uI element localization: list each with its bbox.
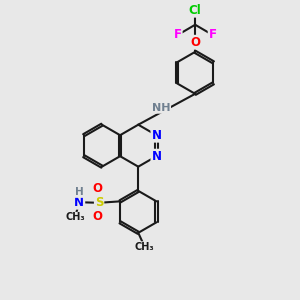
Text: O: O [190,36,200,49]
Text: N: N [152,129,161,142]
Text: O: O [93,182,103,195]
Text: CH₃: CH₃ [135,242,154,252]
Text: Cl: Cl [189,4,202,17]
Text: NH: NH [152,103,170,113]
Text: F: F [174,28,182,41]
Text: O: O [93,210,103,223]
Text: S: S [95,196,103,209]
Text: N: N [74,196,84,209]
Text: N: N [152,150,161,163]
Text: H: H [75,187,84,197]
Text: CH₃: CH₃ [65,212,85,222]
Text: F: F [209,28,217,41]
